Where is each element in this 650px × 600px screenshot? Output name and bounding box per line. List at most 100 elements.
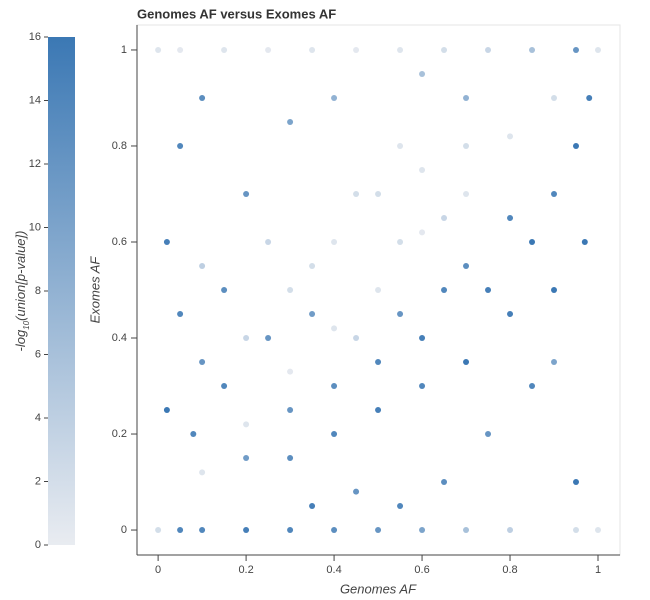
point: [397, 503, 404, 510]
point: [375, 527, 382, 534]
colorbar-tick-label: 0: [35, 539, 41, 551]
point: [177, 142, 184, 149]
point: [463, 262, 470, 269]
point: [419, 70, 426, 77]
point: [287, 118, 294, 125]
point: [353, 46, 360, 53]
point: [265, 46, 272, 53]
point: [331, 431, 338, 438]
point: [177, 46, 184, 53]
point: [199, 94, 206, 101]
point: [243, 421, 250, 428]
point: [221, 46, 228, 53]
point: [243, 190, 250, 197]
point: [353, 190, 360, 197]
point: [463, 359, 470, 366]
point: [155, 527, 162, 534]
point: [397, 311, 404, 318]
point: [375, 359, 382, 366]
point: [419, 229, 426, 236]
colorbar-tick-label: 16: [29, 31, 41, 43]
point: [199, 527, 206, 534]
point: [309, 46, 316, 53]
point: [199, 262, 206, 269]
point: [419, 335, 426, 342]
point: [265, 335, 272, 342]
point: [573, 46, 580, 53]
point: [529, 238, 536, 245]
y-axis-label: Exomes AF: [87, 256, 102, 324]
point: [309, 503, 316, 510]
point: [199, 359, 206, 366]
point: [375, 287, 382, 293]
point: [485, 431, 492, 438]
y-tick-label: 0.8: [112, 140, 127, 152]
x-tick-label: 0.2: [238, 564, 253, 576]
colorbar-tick-label: 10: [29, 221, 41, 233]
point: [221, 287, 228, 293]
point: [243, 455, 250, 462]
point: [190, 431, 197, 438]
point: [463, 527, 470, 534]
point: [586, 94, 593, 101]
point: [529, 46, 536, 53]
y-tick-label: 0.6: [112, 236, 127, 248]
point: [551, 287, 558, 293]
colorbar-tick-label: 14: [29, 94, 41, 106]
point: [573, 479, 580, 486]
point: [331, 94, 338, 101]
point: [397, 46, 404, 53]
point: [581, 238, 588, 245]
point: [375, 407, 382, 414]
colorbar-tick-label: 6: [35, 348, 41, 360]
point: [287, 368, 294, 375]
point: [595, 527, 602, 534]
x-tick-label: 0.4: [326, 564, 341, 576]
point: [309, 311, 316, 318]
x-tick-label: 1: [595, 564, 601, 576]
point: [199, 469, 206, 476]
y-tick-label: 0.2: [112, 428, 127, 440]
point: [507, 527, 514, 534]
point: [287, 527, 294, 534]
point: [529, 383, 536, 390]
x-axis-label: Genomes AF: [340, 581, 417, 596]
point: [551, 190, 558, 197]
colorbar-label: -log10(union[p-value]): [13, 231, 30, 352]
point: [163, 238, 170, 245]
y-tick-label: 0.4: [112, 332, 127, 344]
point: [441, 479, 448, 486]
colorbar-tick-label: 2: [35, 475, 41, 487]
point: [419, 383, 426, 390]
point: [441, 214, 448, 221]
point: [507, 214, 514, 221]
point: [419, 527, 426, 534]
colorbar-tick-label: 12: [29, 158, 41, 170]
point: [287, 287, 294, 293]
point: [163, 407, 170, 414]
point: [485, 46, 492, 53]
point: [419, 166, 426, 173]
point: [573, 527, 580, 534]
point: [243, 527, 250, 534]
point: [243, 335, 250, 342]
x-tick-label: 0: [155, 564, 161, 576]
point: [331, 383, 338, 390]
point: [177, 311, 184, 318]
point: [441, 46, 448, 53]
point: [463, 94, 470, 101]
point: [155, 46, 162, 53]
point: [463, 190, 470, 197]
point: [551, 94, 558, 101]
point: [573, 142, 580, 149]
point: [309, 262, 316, 269]
point: [441, 287, 448, 293]
point: [221, 383, 228, 390]
point: [331, 527, 338, 534]
point: [265, 238, 272, 245]
point: [507, 133, 514, 140]
colorbar-tick-label: 4: [35, 412, 41, 424]
point: [353, 335, 360, 342]
point: [463, 142, 470, 149]
